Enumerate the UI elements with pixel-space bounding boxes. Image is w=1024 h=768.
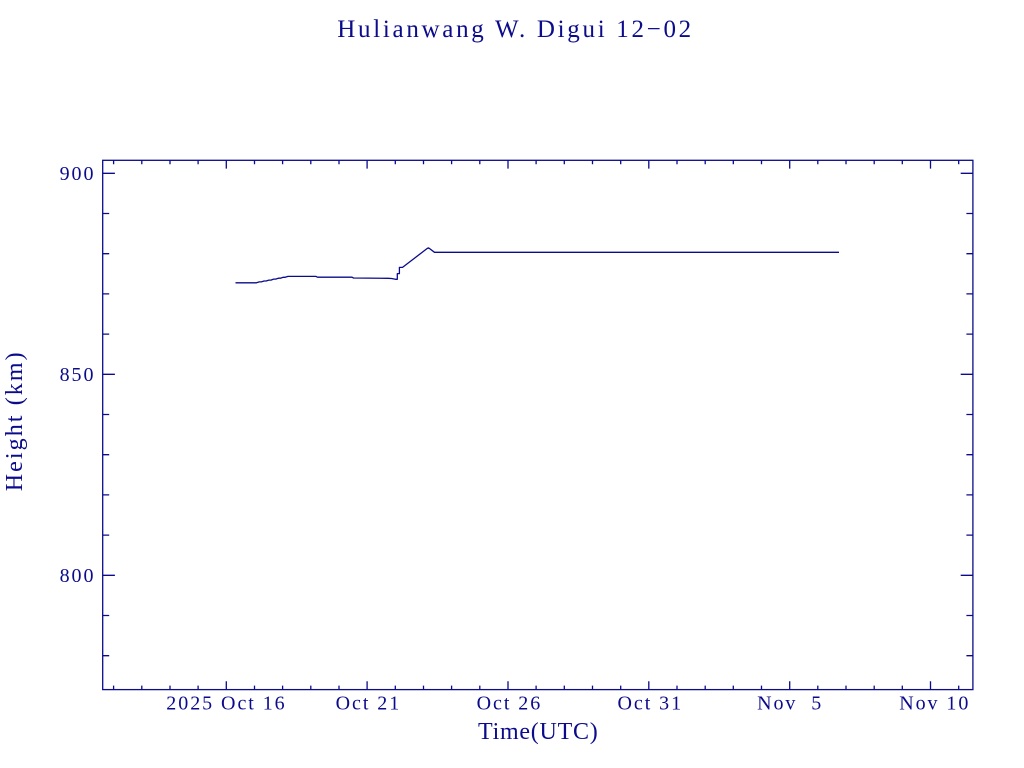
svg-text:800: 800 <box>60 565 96 587</box>
svg-text:Oct 26: Oct 26 <box>477 693 543 715</box>
svg-text:Oct 21: Oct 21 <box>336 693 402 715</box>
svg-text:2025 Oct 16: 2025 Oct 16 <box>166 693 286 715</box>
svg-text:Oct 31: Oct 31 <box>618 693 684 715</box>
svg-text:Time(UTC): Time(UTC) <box>478 719 599 745</box>
svg-text:Nov 10: Nov 10 <box>899 693 970 715</box>
svg-text:900: 900 <box>60 163 96 185</box>
svg-text:Nov 5: Nov 5 <box>757 693 823 715</box>
svg-text:Hulianwang W. Digui 12−02: Hulianwang W. Digui 12−02 <box>337 16 694 43</box>
svg-text:850: 850 <box>60 364 96 386</box>
svg-text:Height (km): Height (km) <box>2 350 28 491</box>
